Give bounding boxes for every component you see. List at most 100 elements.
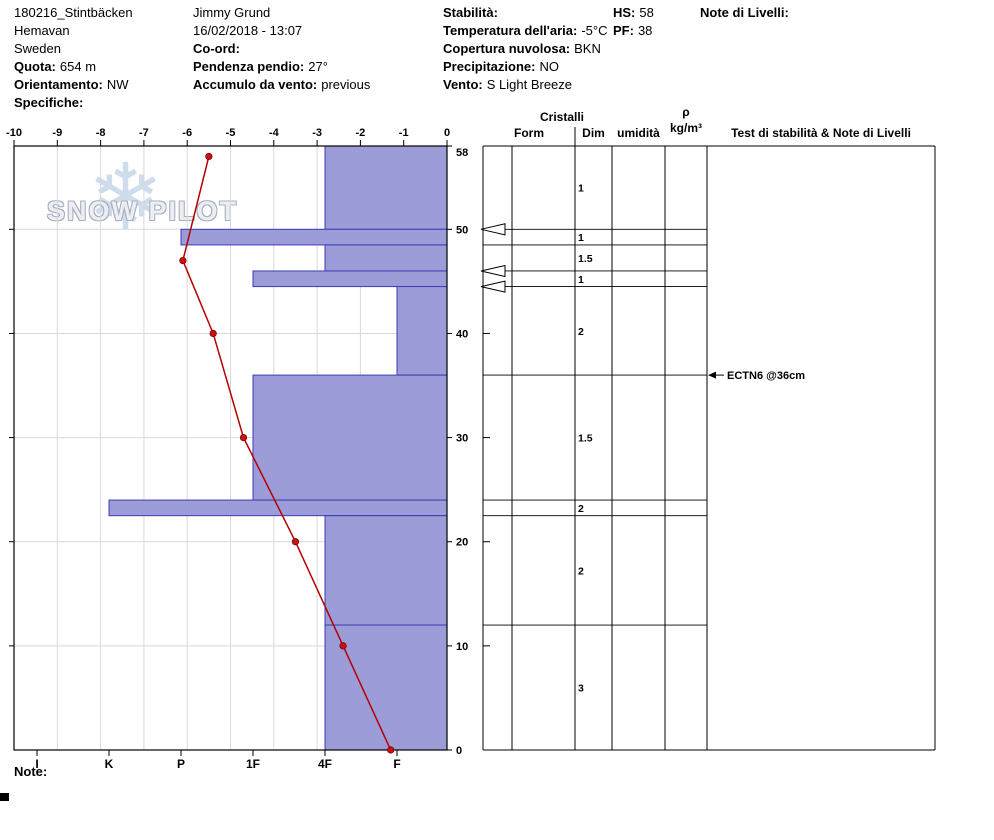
temp-tick-label: -7 — [139, 127, 149, 139]
field-label: PF: — [613, 23, 634, 38]
field-label: Orientamento: — [14, 77, 103, 92]
field-value: S Light Breeze — [486, 77, 573, 92]
temp-tick-label: 0 — [444, 127, 450, 139]
density-units-header: kg/m³ — [669, 121, 702, 135]
header-col-observer: Jimmy Grund 16/02/2018 - 13:07 Co-ord: P… — [193, 4, 370, 94]
field-value: NW — [106, 77, 129, 92]
snowpilot-logo: ❄ SNOW PILOT — [45, 152, 285, 268]
temp-tick-label: -2 — [356, 127, 366, 139]
aspect-field: Orientamento: NW — [14, 76, 133, 94]
grain-dim-value: 2 — [578, 503, 584, 515]
wind-loading-field: Accumulo da vento: previous — [193, 76, 370, 94]
country-name: Sweden — [14, 40, 133, 58]
field-value: NO — [539, 59, 559, 74]
hardness-tick-label: P — [177, 757, 185, 771]
coordinates-field: Co-ord: — [193, 40, 370, 58]
header-col-weather: Stabilità: Temperatura dell'aria: -5°C Co… — [443, 4, 608, 94]
temp-tick-label: -8 — [96, 127, 106, 139]
header-col-location: 180216_Stintbäcken Hemavan Sweden Quota:… — [14, 4, 133, 112]
grain-dim-value: 1 — [578, 183, 584, 195]
wind-field: Vento: S Light Breeze — [443, 76, 608, 94]
field-value: previous — [321, 77, 371, 92]
temperature-point — [205, 152, 213, 161]
snow-layer-bar — [324, 244, 448, 272]
grain-dim-value: 2 — [578, 565, 584, 577]
snow-layer-bar — [252, 270, 448, 288]
snow-layer-bar — [396, 286, 448, 376]
field-value: 58 — [639, 5, 654, 20]
temp-tick-label: -1 — [399, 127, 409, 139]
snow-layer-bar — [324, 145, 448, 230]
temp-tick-label: -3 — [312, 127, 322, 139]
air-temperature-field: Temperatura dell'aria: -5°C — [443, 22, 608, 40]
hardness-tick-label: I — [35, 757, 38, 771]
snow-layer-bar — [180, 228, 448, 246]
field-label: Specifiche: — [14, 95, 84, 110]
temp-tick-label: -9 — [52, 127, 62, 139]
snow-height-field: HS: 58 — [613, 4, 654, 22]
hardness-tick-label: F — [393, 757, 400, 771]
field-label: Co-ord: — [193, 41, 240, 56]
form-column-header: Form — [514, 126, 544, 140]
stability-test-annotation: ECTN6 @36cm — [727, 370, 805, 382]
field-label: Accumulo da vento: — [193, 77, 318, 92]
pit-depth-field: PF: 38 — [613, 22, 654, 40]
dim-column-header: Dim — [582, 126, 605, 140]
field-value: 180216_Stintbäcken — [14, 5, 133, 20]
observer-name: Jimmy Grund — [193, 4, 370, 22]
grain-dim-value: 1 — [578, 232, 584, 244]
layer-notes-header: Note di Livelli: — [700, 4, 793, 22]
crystals-group-header: Cristalli — [539, 110, 584, 124]
pit-name: 180216_Stintbäcken — [14, 4, 133, 22]
stability-field: Stabilità: — [443, 4, 608, 22]
field-label: Vento: — [443, 77, 483, 92]
field-value: Sweden — [14, 41, 61, 56]
grain-dim-value: 1.5 — [578, 253, 593, 265]
corner-mark — [0, 793, 9, 801]
grain-dim-value: 1.5 — [578, 433, 593, 445]
temperature-point — [387, 746, 395, 754]
header-col-totals: HS: 58 PF: 38 — [613, 4, 654, 40]
field-value: -5°C — [581, 23, 608, 38]
temp-tick-label: -4 — [269, 127, 280, 139]
temperature-point — [179, 256, 187, 265]
field-value: Jimmy Grund — [193, 5, 271, 20]
field-value: 27° — [308, 59, 328, 74]
field-value: BKN — [574, 41, 601, 56]
stability-test-arrow-head — [708, 371, 716, 379]
stability-test-column-header: Test di stabilità & Note di Livelli — [731, 126, 911, 140]
depth-tick-label: 20 — [456, 537, 468, 549]
temperature-point — [239, 433, 248, 442]
depth-tick-label: 58 — [456, 147, 468, 159]
field-label: HS: — [613, 5, 636, 20]
grain-dim-value: 3 — [578, 683, 584, 695]
field-label: Temperatura dell'aria: — [443, 23, 578, 38]
depth-tick-label: 10 — [456, 641, 468, 653]
snow-layer-bar — [252, 374, 448, 501]
temperature-point — [339, 642, 347, 650]
depth-tick-label: 40 — [456, 328, 468, 340]
field-label: Precipitazione: — [443, 59, 536, 74]
density-symbol-header: ρ — [682, 105, 690, 119]
depth-tick-label: 30 — [456, 433, 468, 445]
note-label: Note: — [14, 764, 48, 779]
field-label: Pendenza pendio: — [193, 59, 305, 74]
temperature-point — [291, 538, 300, 546]
field-value: Hemavan — [14, 23, 70, 38]
temp-tick-label: -10 — [6, 127, 22, 139]
field-label: Copertura nuvolosa: — [443, 41, 571, 56]
layer-flag-arrow — [480, 280, 506, 293]
field-value: 654 m — [59, 59, 97, 74]
humidity-column-header: umidità — [617, 126, 660, 140]
temp-tick-label: -5 — [226, 127, 236, 139]
temperature-point — [209, 329, 217, 338]
grain-dim-value: 2 — [578, 326, 584, 338]
hardness-tick-label: 1F — [246, 757, 260, 771]
header-col-layer-notes: Note di Livelli: — [700, 4, 793, 22]
precipitation-field: Precipitazione: NO — [443, 58, 608, 76]
layer-flag-arrow — [480, 264, 506, 278]
elevation-field: Quota: 654 m — [14, 58, 133, 76]
observation-datetime: 16/02/2018 - 13:07 — [193, 22, 370, 40]
snow-layer-bar — [324, 515, 448, 626]
